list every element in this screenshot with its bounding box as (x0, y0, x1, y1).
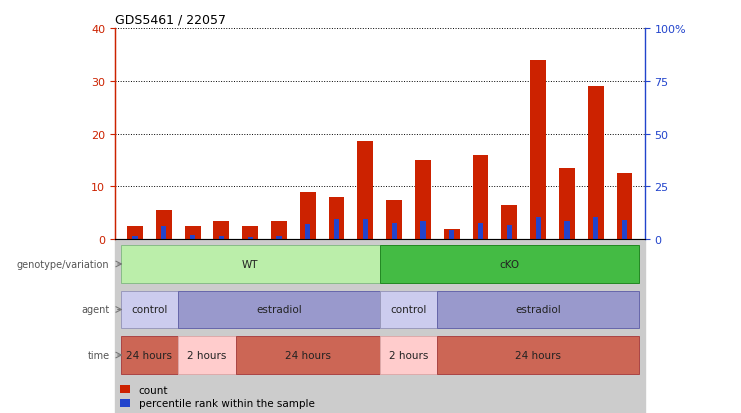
Text: estradiol: estradiol (256, 305, 302, 315)
Bar (300, 192, 316, 240)
Text: 2 hours: 2 hours (389, 350, 428, 360)
Bar (415, 161, 431, 240)
Bar (478, 224, 483, 240)
Bar (127, 226, 143, 240)
Bar (420, 222, 425, 240)
Bar (305, 225, 310, 240)
Bar (502, 205, 517, 240)
Text: control: control (131, 305, 167, 315)
Bar (357, 142, 373, 240)
Bar (156, 211, 172, 240)
Bar (247, 237, 253, 240)
Bar (236, 337, 380, 374)
Legend: count, percentile rank within the sample: count, percentile rank within the sample (120, 385, 315, 408)
Bar (380, 291, 437, 328)
Bar (622, 221, 627, 240)
Bar (329, 197, 345, 240)
Bar (178, 337, 236, 374)
Bar (444, 229, 459, 240)
Bar (617, 174, 632, 240)
Text: time: time (87, 350, 110, 360)
Bar (531, 61, 546, 240)
Bar (386, 200, 402, 240)
Bar (213, 221, 229, 240)
Bar (133, 236, 138, 240)
Text: 2 hours: 2 hours (187, 350, 227, 360)
Bar (162, 227, 167, 240)
Bar (190, 235, 195, 240)
Bar (380, 337, 437, 374)
Text: GDS5461 / 22057: GDS5461 / 22057 (115, 13, 226, 26)
Bar (121, 337, 178, 374)
Bar (507, 226, 512, 240)
Bar (121, 246, 380, 283)
Text: 24 hours: 24 hours (285, 350, 330, 360)
Bar (363, 220, 368, 240)
Text: control: control (391, 305, 427, 315)
Bar (437, 337, 639, 374)
Bar (593, 217, 598, 240)
Bar (391, 224, 396, 240)
Bar (536, 217, 541, 240)
Text: estradiol: estradiol (515, 305, 561, 315)
Text: 24 hours: 24 hours (127, 350, 173, 360)
Bar (559, 169, 575, 240)
Bar (437, 291, 639, 328)
Bar (242, 226, 258, 240)
Text: WT: WT (242, 259, 259, 269)
Text: agent: agent (82, 305, 110, 315)
Bar (219, 236, 224, 240)
Text: 24 hours: 24 hours (515, 350, 561, 360)
Text: cKO: cKO (499, 259, 519, 269)
Bar (121, 291, 178, 328)
Bar (178, 291, 380, 328)
Bar (449, 230, 454, 240)
Bar (271, 221, 287, 240)
Bar (380, 246, 639, 283)
Bar (334, 220, 339, 240)
Bar (115, 240, 645, 413)
Bar (565, 222, 570, 240)
Bar (473, 155, 488, 240)
Bar (276, 236, 282, 240)
Bar (588, 87, 604, 240)
Text: genotype/variation: genotype/variation (17, 259, 110, 269)
Bar (185, 226, 201, 240)
